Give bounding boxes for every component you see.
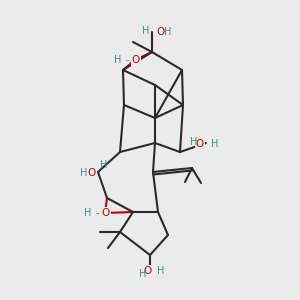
Text: O: O	[88, 168, 96, 178]
Text: O: O	[132, 55, 140, 65]
Text: H: H	[139, 269, 146, 279]
Text: H: H	[80, 168, 87, 178]
Text: O: O	[156, 27, 164, 37]
Text: H: H	[142, 26, 149, 36]
Text: H: H	[84, 208, 91, 218]
Text: H: H	[100, 160, 107, 170]
Text: H: H	[164, 27, 171, 37]
Text: O: O	[196, 139, 204, 149]
Text: H: H	[190, 137, 197, 147]
Text: -: -	[125, 55, 129, 65]
Text: -: -	[95, 208, 99, 218]
Text: H: H	[114, 55, 121, 65]
Text: O: O	[102, 208, 110, 218]
Text: H: H	[157, 266, 164, 276]
Text: O: O	[144, 266, 152, 276]
Text: H: H	[211, 139, 218, 149]
